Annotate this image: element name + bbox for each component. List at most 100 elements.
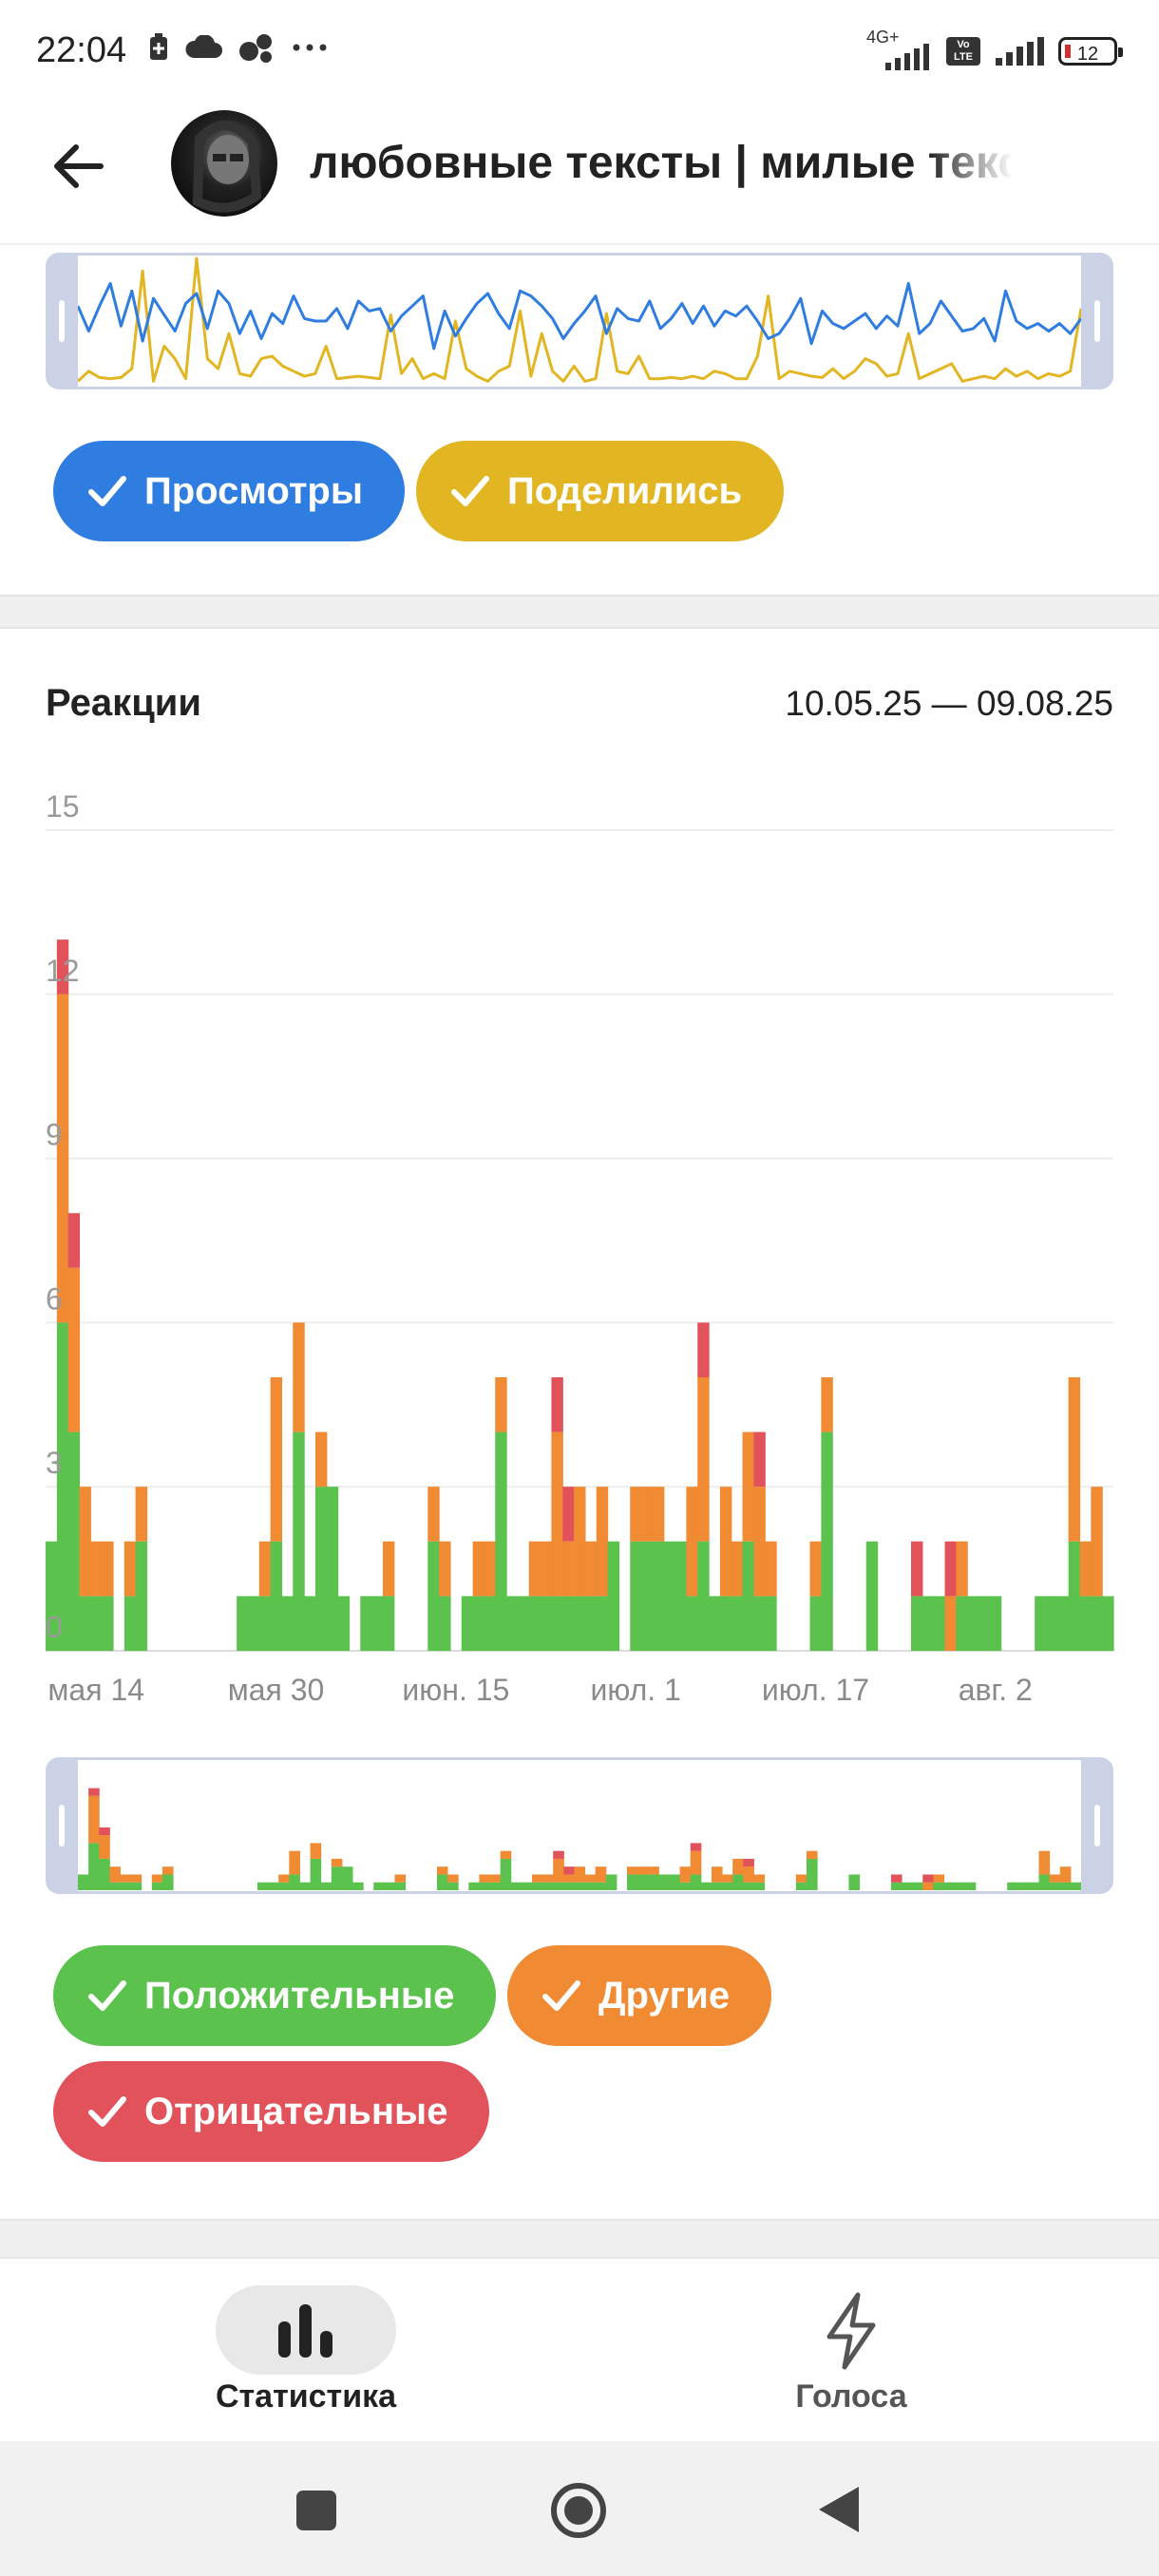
bar-segment-positive[interactable] <box>102 1596 114 1651</box>
bar-segment-negative[interactable] <box>753 1431 766 1487</box>
bar-segment-positive[interactable] <box>989 1596 1002 1651</box>
bar-segment-positive[interactable] <box>293 1431 305 1651</box>
toggle-positive[interactable]: Положительные <box>53 1945 497 2046</box>
bar-segment-positive[interactable] <box>495 1431 507 1651</box>
bar-segment-positive[interactable] <box>506 1596 519 1651</box>
bar-segment-other[interactable] <box>495 1377 507 1432</box>
range-handle-left[interactable] <box>59 300 65 342</box>
bar-segment-positive[interactable] <box>326 1487 339 1651</box>
bar-segment-positive[interactable] <box>1079 1596 1092 1651</box>
bar-segment-positive[interactable] <box>46 1541 58 1651</box>
toggle-negative[interactable]: Отрицательные <box>53 2061 490 2162</box>
reactions-overview-navigator[interactable] <box>46 1757 1113 1894</box>
bar-segment-positive[interactable] <box>1035 1596 1047 1651</box>
bar-segment-positive[interactable] <box>540 1596 553 1651</box>
bar-segment-other[interactable] <box>472 1541 485 1597</box>
bar-segment-positive[interactable] <box>382 1596 395 1651</box>
bar-segment-other[interactable] <box>293 1322 305 1432</box>
toggle-views[interactable]: Просмотры <box>53 441 406 541</box>
bar-segment-negative[interactable] <box>56 939 69 994</box>
bar-segment-positive[interactable] <box>663 1541 676 1651</box>
bar-segment-other[interactable] <box>742 1431 754 1542</box>
bar-segment-other[interactable] <box>439 1541 451 1597</box>
nav-tab-statistics[interactable]: Статистика <box>116 2259 496 2443</box>
bar-segment-positive[interactable] <box>258 1596 272 1651</box>
bar-segment-other[interactable] <box>944 1596 957 1651</box>
bar-segment-positive[interactable] <box>247 1596 260 1651</box>
bar-segment-positive[interactable] <box>124 1596 137 1651</box>
bar-segment-other[interactable] <box>596 1487 609 1597</box>
recent-apps-square-icon[interactable] <box>294 2489 338 2532</box>
bar-segment-other[interactable] <box>584 1541 598 1597</box>
bar-segment-positive[interactable] <box>742 1541 754 1651</box>
bar-segment-positive[interactable] <box>574 1596 586 1651</box>
bar-segment-other[interactable] <box>956 1541 968 1597</box>
bar-segment-positive[interactable] <box>697 1541 710 1651</box>
bar-segment-other[interactable] <box>765 1541 777 1597</box>
bar-segment-positive[interactable] <box>584 1596 598 1651</box>
bar-segment-negative[interactable] <box>944 1541 957 1597</box>
bar-segment-negative[interactable] <box>911 1541 923 1597</box>
bar-segment-positive[interactable] <box>809 1596 822 1651</box>
bar-segment-other[interactable] <box>540 1541 553 1597</box>
bar-segment-other[interactable] <box>809 1541 822 1597</box>
bar-segment-other[interactable] <box>821 1377 833 1432</box>
bar-segment-positive[interactable] <box>135 1541 148 1651</box>
bar-segment-positive[interactable] <box>562 1596 575 1651</box>
bar-segment-positive[interactable] <box>314 1487 328 1651</box>
bar-segment-other[interactable] <box>1091 1487 1103 1597</box>
bar-segment-other[interactable] <box>90 1541 103 1597</box>
bar-segment-negative[interactable] <box>562 1487 575 1542</box>
bar-segment-positive[interactable] <box>865 1541 879 1651</box>
range-handle-right[interactable] <box>1094 1805 1100 1847</box>
range-selector-frame[interactable] <box>46 253 1113 389</box>
bar-segment-positive[interactable] <box>79 1596 91 1651</box>
bar-segment-positive[interactable] <box>753 1596 766 1651</box>
range-handle-left[interactable] <box>59 1805 65 1847</box>
bar-segment-positive[interactable] <box>686 1596 698 1651</box>
toggle-other[interactable]: Другие <box>507 1945 772 2046</box>
date-range[interactable]: 10.05.25 — 09.08.25 <box>785 684 1113 723</box>
bar-segment-positive[interactable] <box>967 1596 979 1651</box>
bar-segment-positive[interactable] <box>528 1596 542 1651</box>
avatar[interactable] <box>171 110 277 217</box>
bar-segment-positive[interactable] <box>1056 1596 1070 1651</box>
bar-segment-other[interactable] <box>574 1487 586 1597</box>
bar-segment-other[interactable] <box>1079 1541 1092 1597</box>
bar-segment-positive[interactable] <box>304 1596 316 1651</box>
bar-segment-positive[interactable] <box>630 1541 642 1651</box>
bar-segment-other[interactable] <box>79 1487 91 1597</box>
bar-segment-positive[interactable] <box>978 1596 991 1651</box>
bar-segment-other[interactable] <box>314 1431 328 1487</box>
bar-segment-other[interactable] <box>382 1541 395 1597</box>
bar-segment-other[interactable] <box>56 994 69 1323</box>
home-circle-icon[interactable] <box>549 2481 608 2540</box>
bar-segment-positive[interactable] <box>652 1541 665 1651</box>
bar-segment-positive[interactable] <box>90 1596 103 1651</box>
bar-segment-other[interactable] <box>102 1541 114 1597</box>
range-selector-frame[interactable] <box>46 1757 1113 1894</box>
bar-segment-other[interactable] <box>1068 1377 1081 1542</box>
bar-segment-positive[interactable] <box>281 1596 294 1651</box>
bar-segment-positive[interactable] <box>674 1541 687 1651</box>
bar-segment-other[interactable] <box>753 1487 766 1597</box>
bar-segment-positive[interactable] <box>719 1596 732 1651</box>
views-overview-navigator[interactable] <box>46 253 1113 389</box>
bar-segment-positive[interactable] <box>439 1596 451 1651</box>
bar-segment-positive[interactable] <box>237 1596 249 1651</box>
bar-segment-other[interactable] <box>124 1541 137 1597</box>
bar-segment-other[interactable] <box>270 1377 283 1542</box>
bar-segment-negative[interactable] <box>67 1213 81 1268</box>
bar-segment-positive[interactable] <box>270 1541 283 1651</box>
bar-segment-positive[interactable] <box>1091 1596 1103 1651</box>
bar-segment-positive[interactable] <box>360 1596 372 1651</box>
bar-segment-positive[interactable] <box>709 1596 721 1651</box>
bar-segment-positive[interactable] <box>607 1541 620 1651</box>
bar-segment-negative[interactable] <box>551 1377 563 1432</box>
bar-segment-positive[interactable] <box>337 1596 351 1651</box>
back-triangle-icon[interactable] <box>817 2485 861 2534</box>
bar-segment-positive[interactable] <box>517 1596 530 1651</box>
bar-segment-other[interactable] <box>719 1487 732 1597</box>
bar-segment-positive[interactable] <box>428 1541 440 1651</box>
bar-segment-other[interactable] <box>686 1487 698 1597</box>
